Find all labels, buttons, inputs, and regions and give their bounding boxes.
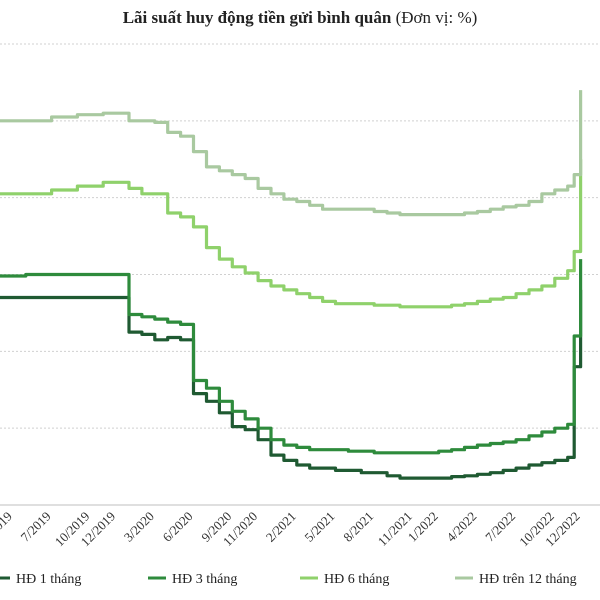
x-tick-label: 1/2022 [405,509,441,545]
series-line-3 [0,159,583,309]
series-line-2 [0,259,583,455]
x-tick-label: 7/2022 [482,508,518,544]
legend-label-2: HĐ 3 tháng [172,572,237,587]
x-tick-label: 2/2021 [263,509,299,545]
x-tick-label: 6/2020 [160,508,196,544]
legend-label-4: HĐ trên 12 tháng [479,572,577,587]
legend-label-3: HĐ 6 tháng [324,572,389,587]
x-tick-label: 8/2021 [340,509,376,545]
chart-title-unit: (Đơn vị: %) [395,8,478,27]
x-tick-label: 7/2019 [18,509,54,545]
x-tick-label: 3/2020 [121,508,157,544]
series-lines [0,90,583,480]
legend: HĐ 1 tháng HĐ 3 tháng HĐ 6 tháng HĐ trên 12… [0,572,577,587]
x-tick-label: 4/2022 [443,509,479,545]
x-tick-label: 5/2021 [301,509,337,545]
chart-title-main: Lãi suất huy động tiền gửi bình quân [122,8,392,27]
series-line-1 [0,289,583,480]
x-tick-label: 4/2019 [0,509,15,545]
chart-title: Lãi suất huy động tiền gửi bình quân (Đơ… [0,8,600,28]
series-line-4 [0,90,583,217]
legend-label-1: HĐ 1 tháng [16,572,81,587]
